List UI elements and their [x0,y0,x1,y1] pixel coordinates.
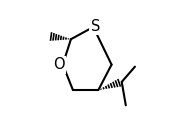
Text: O: O [53,57,65,72]
Text: S: S [91,18,100,34]
